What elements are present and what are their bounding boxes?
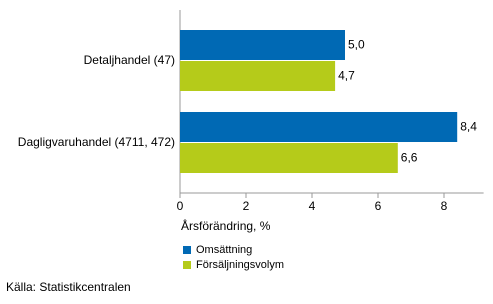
x-tick-label: 0 — [177, 199, 184, 213]
bar — [180, 112, 458, 142]
bar — [180, 143, 398, 173]
source: Källa: Statistikcentralen — [6, 280, 131, 294]
value-label: 4,7 — [338, 69, 355, 83]
y-tick-label: Dagligvaruhandel (4711, 472) — [18, 135, 175, 149]
x-tick-label: 6 — [375, 199, 382, 213]
x-axis-label: Årsförändring, % — [181, 218, 271, 233]
value-label: 6,6 — [401, 151, 418, 165]
x-tick-label: 2 — [243, 199, 250, 213]
value-label: 8,4 — [460, 120, 477, 134]
legend-label: Försäljningsvolym — [196, 259, 284, 271]
legend-swatch — [183, 261, 191, 269]
bar — [180, 61, 336, 91]
y-tick-label: Detaljhandel (47) — [84, 53, 175, 67]
bar — [180, 30, 345, 60]
x-tick-label: 8 — [441, 199, 448, 213]
legend-label: Omsättning — [196, 244, 252, 256]
value-label: 5,0 — [348, 38, 365, 52]
legend-swatch — [183, 246, 191, 254]
x-tick-label: 4 — [309, 199, 316, 213]
